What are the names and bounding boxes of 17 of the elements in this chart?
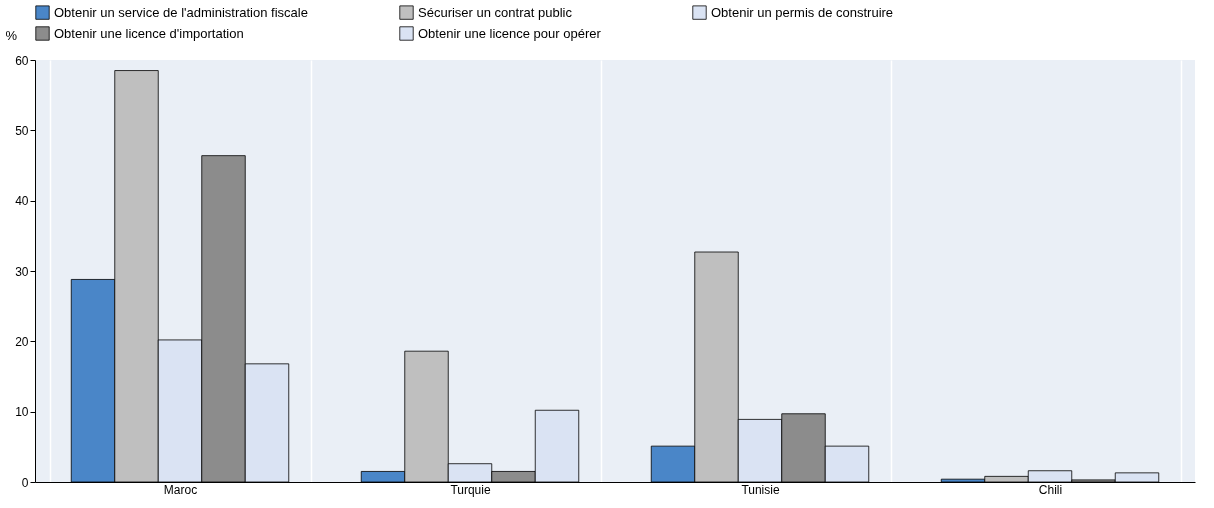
x-tick-label: Turquie	[450, 482, 491, 497]
y-tick-label: 20	[15, 334, 29, 349]
x-tick-label: Tunisie	[741, 482, 780, 497]
y-axis-title: %	[5, 27, 18, 43]
y-tick-label: 50	[15, 123, 29, 138]
legend-label: Obtenir une licence d'importation	[54, 25, 244, 41]
y-tick-label: 0	[21, 475, 29, 490]
legend-label: Obtenir un service de l'administration fiscale	[54, 4, 308, 20]
x-tick-label: Maroc	[163, 482, 198, 497]
x-tick-label: Chili	[1038, 482, 1063, 497]
legend-label: Sécuriser un contrat public	[418, 4, 573, 20]
y-tick-label: 30	[15, 264, 29, 279]
y-tick-label: 10	[15, 405, 29, 420]
y-tick-label: 60	[15, 53, 29, 68]
y-tick-label: 40	[15, 194, 29, 209]
legend-label: Obtenir une licence pour opérer	[418, 25, 602, 41]
legend-label: Obtenir un permis de construire	[711, 4, 894, 20]
